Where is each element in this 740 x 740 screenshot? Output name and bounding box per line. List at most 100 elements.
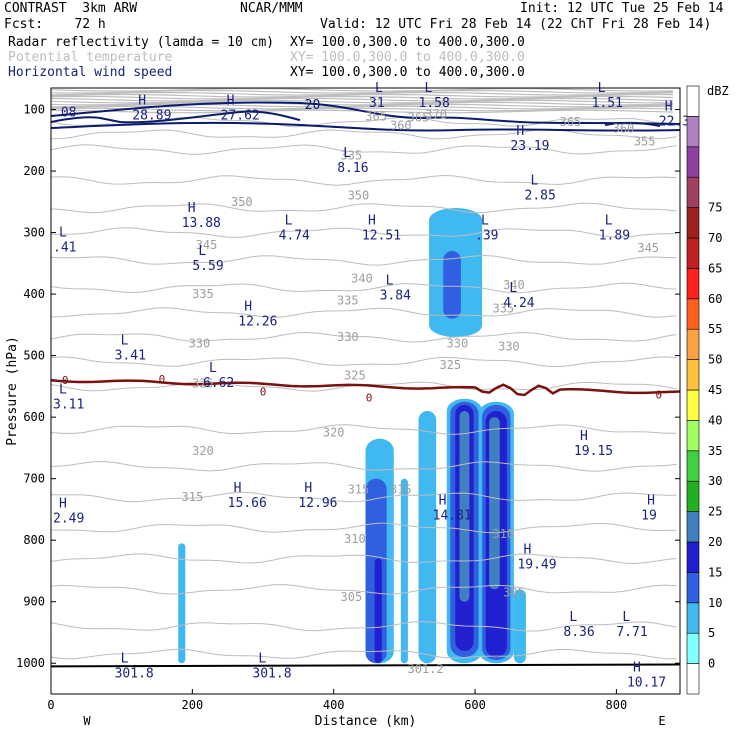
theta-label: 320 xyxy=(323,426,345,440)
x-tick-label: 200 xyxy=(182,698,204,712)
colorbar-swatch xyxy=(686,632,700,664)
colorbar-tick-label: 40 xyxy=(708,413,722,427)
extremum-value: 5.59 xyxy=(192,259,223,274)
theta-contour xyxy=(51,174,677,186)
reflectivity-cell xyxy=(489,417,500,590)
theta-label: 325 xyxy=(344,368,366,382)
theta-label: 345 xyxy=(196,238,218,252)
theta-label: 365 xyxy=(408,111,430,125)
theta-label: 355 xyxy=(634,135,656,149)
extremum-value: 4.74 xyxy=(279,228,310,243)
colorbar-swatch xyxy=(686,116,700,148)
extremum-value: 19 xyxy=(641,508,657,523)
freezing-level-contour xyxy=(51,378,680,397)
theta-label: 335 xyxy=(337,293,359,307)
colorbar-swatch xyxy=(686,268,700,300)
theta-contour xyxy=(51,107,673,112)
extremum-value: 301.8 xyxy=(252,666,291,681)
theta-contour xyxy=(51,424,677,435)
init-time: Init: 12 UTC Tue 25 Feb 14 xyxy=(520,1,724,16)
extremum-marker: L xyxy=(343,146,351,161)
organization: NCAR/MMM xyxy=(240,1,303,16)
theta-label: 315 xyxy=(390,483,412,497)
field-wind-xy: XY= 100.0,300.0 to 400.0,300.0 xyxy=(290,65,525,80)
colorbar-tick-label: 50 xyxy=(708,353,722,367)
extremum-marker: H xyxy=(647,493,655,508)
extremum-marker: H xyxy=(138,93,146,108)
forecast-hour: Fcst: 72 h xyxy=(4,17,106,32)
wind-speed-label: 20 xyxy=(305,98,321,113)
model-title: CONTRAST 3km ARW xyxy=(4,1,138,16)
theta-label: 350 xyxy=(231,195,253,209)
extremum-value: 19.15 xyxy=(574,444,613,459)
extremum-marker: H xyxy=(188,201,196,216)
east-label: E xyxy=(658,714,665,728)
y-tick-label: 700 xyxy=(23,472,45,486)
theta-contour xyxy=(51,522,677,534)
x-tick-label: 800 xyxy=(606,698,628,712)
extremum-marker: L xyxy=(285,213,293,228)
extremum-value: .39 xyxy=(475,228,498,243)
extremum-marker: H xyxy=(304,481,312,496)
theta-label: 305 xyxy=(503,585,525,599)
colorbar-tick-label: 20 xyxy=(708,535,722,549)
extremum-marker: H xyxy=(234,481,242,496)
theta-contour xyxy=(51,202,677,214)
theta-label: 365 xyxy=(560,115,582,129)
colorbar-swatch xyxy=(686,207,700,239)
theta-label: 370 xyxy=(425,107,447,121)
extremum-marker: H xyxy=(227,93,235,108)
reflectivity-cell xyxy=(400,478,408,664)
theta-label: 325 xyxy=(439,358,461,372)
extremum-value: 27.62 xyxy=(221,108,260,123)
theta-label: 335 xyxy=(341,149,363,163)
extremum-marker: L xyxy=(425,81,433,96)
extremum-marker: L xyxy=(375,81,383,96)
colorbar-tick-label: 25 xyxy=(708,505,722,519)
extremum-value: 1.89 xyxy=(599,228,630,243)
extremum-value: 2.49 xyxy=(53,511,84,526)
field-reflectivity-xy: XY= 100.0,300.0 to 400.0,300.0 xyxy=(290,35,525,50)
extremum-marker: L xyxy=(59,383,67,398)
extremum-value: .41 xyxy=(53,241,76,256)
extremum-value: 19.49 xyxy=(517,558,556,573)
theta-contour xyxy=(51,307,677,318)
colorbar-swatch xyxy=(686,511,700,543)
extremum-value: 22.3 xyxy=(659,115,690,130)
theta-label: 325 xyxy=(192,376,214,390)
x-axis-label: Distance (km) xyxy=(315,714,417,729)
theta-label: 330 xyxy=(447,336,469,350)
extremum-marker: H xyxy=(633,661,641,676)
colorbar-swatch xyxy=(686,85,700,117)
freezing-level-label: 0 xyxy=(260,385,267,398)
colorbar-swatch xyxy=(686,450,700,482)
colorbar-tick-label: 30 xyxy=(708,474,722,488)
field-theta-xy: XY= 100.0,300.0 to 400.0,300.0 xyxy=(290,50,525,65)
field-wind: Horizontal wind speed xyxy=(8,65,173,80)
extremum-value: 31 xyxy=(369,96,385,111)
theta-label: 335 xyxy=(492,301,514,315)
y-tick-label: 100 xyxy=(23,103,45,117)
extremum-value: 14.81 xyxy=(433,508,472,523)
x-tick-label: 400 xyxy=(323,698,345,712)
colorbar-tick-label: 60 xyxy=(708,292,722,306)
extremum-marker: H xyxy=(516,124,524,139)
extremum-marker: L xyxy=(531,173,539,188)
freezing-level-label: 0 xyxy=(366,391,373,404)
reflectivity-cell xyxy=(418,410,437,664)
extremum-value: 4.24 xyxy=(503,296,534,311)
extremum-marker: H xyxy=(59,496,67,511)
theta-contour xyxy=(51,282,677,294)
theta-contour xyxy=(51,331,677,343)
theta-contour xyxy=(51,128,677,140)
wind-speed-contour xyxy=(604,121,661,127)
theta-label: 365 xyxy=(365,109,387,123)
theta-label: 360 xyxy=(613,122,635,136)
colorbar-swatch xyxy=(686,663,700,695)
colorbar-swatch xyxy=(686,572,700,604)
theta-label: 340 xyxy=(351,272,373,286)
extremum-value: 1.51 xyxy=(592,96,623,111)
theta-label: 345 xyxy=(637,241,659,255)
extremum-marker: L xyxy=(622,610,630,625)
extremum-marker: L xyxy=(121,651,129,666)
